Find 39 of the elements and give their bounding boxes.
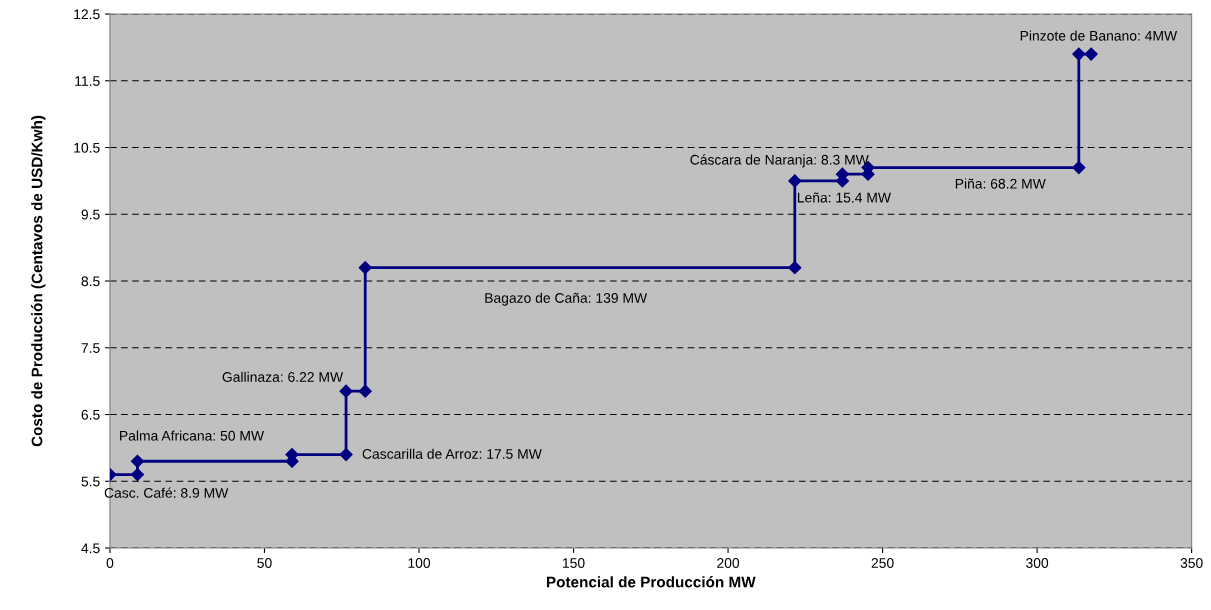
annotation: Pinzote de Banano: 4MW <box>1020 30 1178 41</box>
x-tick-label: 300 <box>1026 558 1049 568</box>
x-tick-label: 150 <box>563 558 585 568</box>
y-tick-label: 8.5 <box>81 276 100 287</box>
point <box>1072 47 1086 61</box>
point <box>130 468 145 482</box>
y-tick-label: 9.5 <box>81 209 100 220</box>
point <box>788 261 802 275</box>
annotation: Palma Africana: 50 MW <box>120 430 265 441</box>
x-tick-label: 250 <box>871 558 894 568</box>
annotation: Cascarilla de Arroz: 17.5 MW <box>362 448 542 459</box>
annotation: Bagazo de Caña: 139 MW <box>485 292 648 306</box>
annotation: Gallinaza: 6.22 MW <box>222 371 344 382</box>
y-axis-title: Costo de Producción (Centavos de USD/Kwh) <box>31 115 46 447</box>
point <box>358 261 372 275</box>
annotation: Leña: 15.4 MW <box>797 192 891 203</box>
annotation: Piña: 68.2 MW <box>955 178 1046 189</box>
y-tick-label: 10.5 <box>74 142 100 153</box>
point <box>130 454 145 468</box>
y-tick-label: 6.5 <box>81 409 100 420</box>
point <box>1084 47 1098 61</box>
x-tick-label: 0 <box>106 558 114 568</box>
point <box>358 384 372 398</box>
point <box>339 384 353 398</box>
point <box>788 174 802 188</box>
y-tick-label: 12.5 <box>74 9 100 20</box>
y-tick-label: 5.5 <box>81 476 100 487</box>
x-tick-label: 200 <box>717 558 740 568</box>
y-tick-label: 4.5 <box>81 543 100 554</box>
annotation: Cáscara de Naranja: 8.3 MW <box>690 154 869 168</box>
y-tick-label: 7.5 <box>81 343 100 353</box>
y-tick-label: 11.5 <box>75 76 100 86</box>
x-tick-label: 100 <box>408 558 431 568</box>
point <box>339 447 353 462</box>
x-tick-label: 50 <box>257 558 272 568</box>
x-axis-title: Potencial de Producción MW <box>546 576 756 588</box>
point <box>1072 160 1086 175</box>
annotation: Casc. Café: 8.9 MW <box>104 487 229 498</box>
x-tick-label: 350 <box>1180 558 1203 568</box>
